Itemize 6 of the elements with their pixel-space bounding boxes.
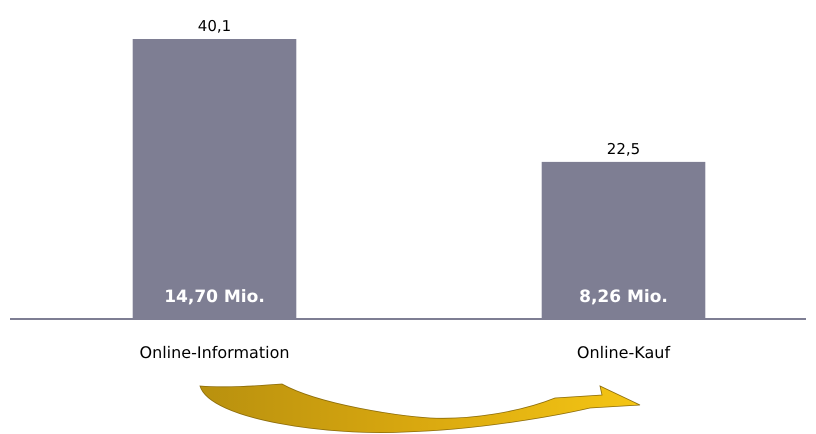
annotation: 8,26 Mio.: [579, 287, 668, 307]
data-label: 40,1: [198, 17, 232, 35]
data-label: 22,5: [606, 140, 640, 158]
x-tick-label: Online-Kauf: [576, 343, 670, 362]
x-tick-label: Online-Information: [140, 343, 290, 362]
annotation: 14,70 Mio.: [164, 287, 265, 307]
